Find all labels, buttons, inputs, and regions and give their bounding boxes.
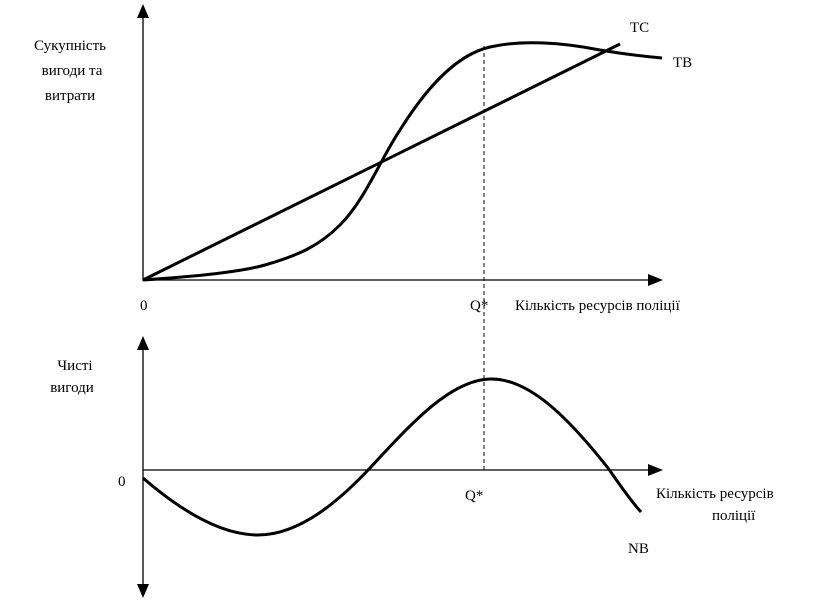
arrow xyxy=(137,584,149,598)
x-label: Кількість ресурсів xyxy=(656,486,774,502)
curve-label: TC xyxy=(630,20,649,36)
curve-label: NB xyxy=(628,541,649,557)
arrow xyxy=(137,336,149,350)
origin-label: 0 xyxy=(140,298,148,314)
arrow xyxy=(648,464,663,476)
curve-label: TB xyxy=(673,55,692,71)
tb-curve xyxy=(142,41,663,282)
arrow xyxy=(648,274,663,286)
x-label: Кількість ресурсів поліції xyxy=(515,298,681,314)
y-label: витрати xyxy=(45,88,95,104)
nb-curve xyxy=(142,377,643,537)
y-label: вигоди xyxy=(50,380,94,396)
q-label: Q* xyxy=(470,298,488,314)
q-label: Q* xyxy=(465,488,483,504)
origin-label: 0 xyxy=(118,474,126,490)
x-label: поліції xyxy=(712,508,756,524)
y-label: Сукупність xyxy=(34,38,106,54)
top-panel: Сукупність вигоди та витрати 0 Q* Кількі… xyxy=(34,4,692,314)
y-label: Чисті xyxy=(57,358,92,374)
y-label: вигоди та xyxy=(42,63,103,79)
arrow xyxy=(137,4,149,18)
bottom-panel: Чисті вигоди 0 Q* Кількість ресурсів пол… xyxy=(50,336,774,598)
